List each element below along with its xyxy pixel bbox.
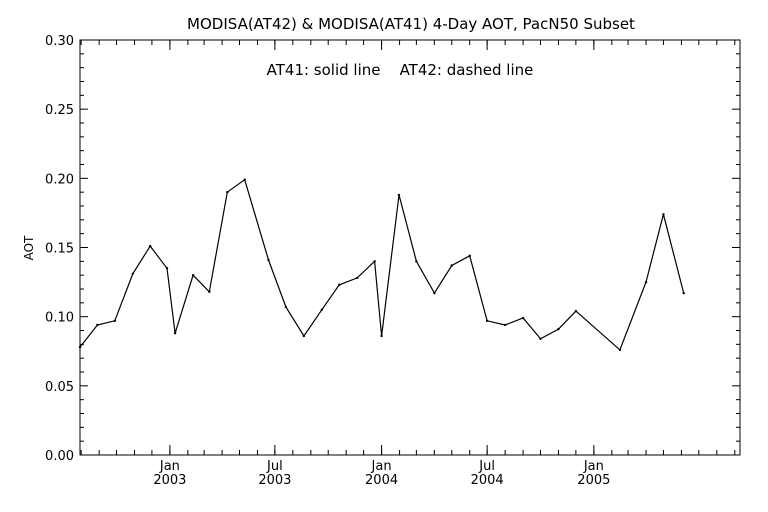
data-point-at41 [208,290,211,293]
data-point-at41 [226,190,229,194]
data-point-at41 [468,254,471,257]
x-tick-month-label: Jul [478,459,495,474]
data-point-at41 [397,193,401,197]
data-point-at41 [682,291,685,295]
data-point-at41 [356,276,359,280]
x-tick-month-label: Jul [266,459,283,474]
data-point-at41 [191,273,195,277]
data-point-at41 [320,308,324,311]
data-point-at41 [284,305,288,309]
x-tick-month-label: Jan [159,459,180,474]
y-tick-label: 0.25 [45,103,74,118]
data-point-at41 [380,334,383,338]
x-tick-year-label: 2005 [577,473,610,488]
data-point-at41 [113,319,116,323]
data-point-at41 [618,348,622,352]
y-tick-label: 0.15 [45,242,74,257]
y-axis-ticks: 0.00 0.05 0.10 0.15 0.20 0.25 0.30 [45,34,740,464]
data-point-at41 [574,309,578,313]
x-tick-year-label: 2004 [365,473,398,488]
data-point-at41 [78,345,82,349]
x-tick-month-label: Jan [371,459,392,474]
plot-frame [79,39,741,456]
data-point-at41 [243,178,246,181]
y-tick-label: 0.00 [45,449,74,464]
data-point-at41 [644,280,648,284]
data-point-at41 [302,334,306,338]
line-style-annotation: AT41: solid line AT42: dashed line [267,61,534,79]
data-point-at41 [433,291,436,295]
x-tick-month-label: Jan [583,459,604,474]
data-point-at41 [662,213,665,216]
data-point-at41 [450,264,453,267]
data-point-at41 [338,283,341,287]
data-point-at41 [373,260,376,263]
data-point-at41 [415,260,418,263]
data-point-at41 [165,267,169,270]
series-line-at41 [79,178,685,351]
data-point-at41 [267,258,270,262]
series-layer [78,178,685,352]
data-point-at41 [539,337,542,340]
y-tick-label: 0.30 [45,34,74,49]
data-point-at41 [148,244,152,248]
data-point-at41 [173,332,177,335]
x-tick-year-label: 2004 [471,473,504,488]
x-tick-year-label: 2003 [258,473,291,488]
data-point-at41 [521,316,525,320]
data-point-at41 [96,323,99,327]
y-tick-label: 0.10 [45,311,74,326]
y-tick-label: 0.05 [45,380,74,395]
data-point-at41 [131,272,134,275]
data-point-at41 [557,327,560,331]
data-point-at41 [485,319,489,323]
y-axis-title: AOT [22,235,36,260]
y-tick-label: 0.20 [45,172,74,187]
x-tick-year-label: 2003 [153,473,186,488]
data-point-at41 [503,323,507,327]
chart-title: MODISA(AT42) & MODISA(AT41) 4-Day AOT, P… [187,15,635,33]
